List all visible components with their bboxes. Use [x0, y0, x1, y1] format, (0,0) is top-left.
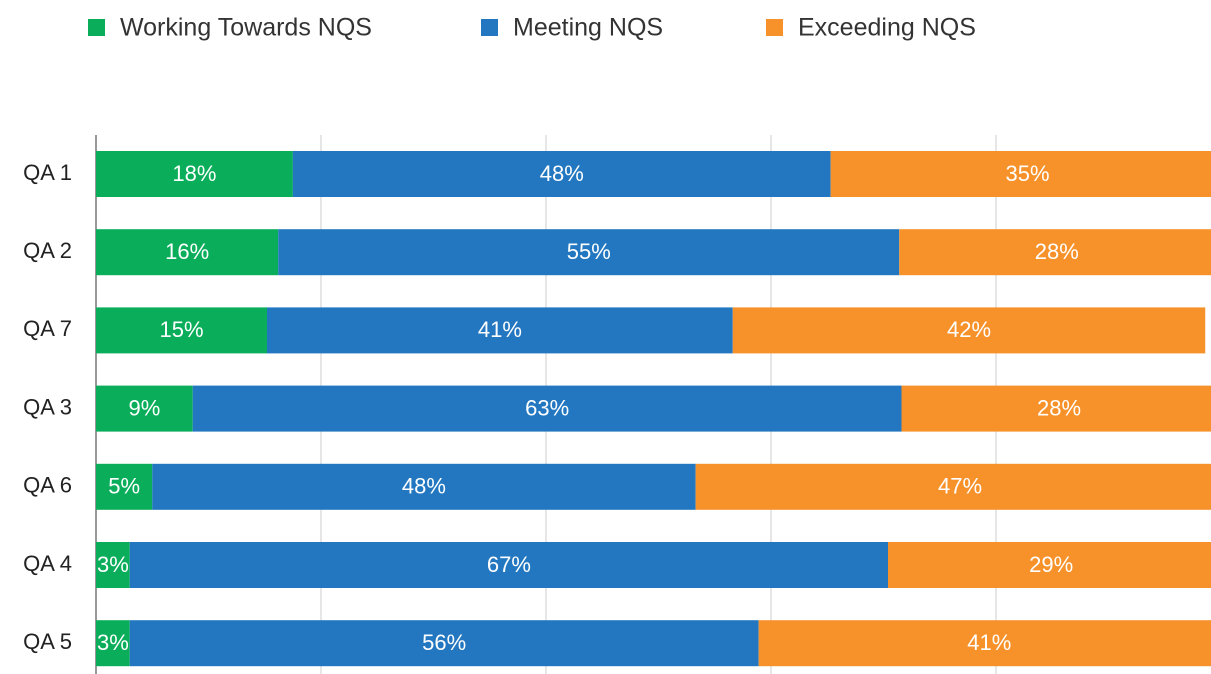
bar-segment [96, 463, 153, 510]
bar-value-label: 67% [487, 552, 531, 577]
bar-segment [888, 542, 1211, 588]
y-tick-label: QA 3 [23, 394, 72, 419]
bar-value-label: 48% [402, 474, 446, 499]
bar-value-label: 16% [165, 239, 209, 264]
bar-segment [695, 463, 1211, 510]
bar-segment [192, 385, 902, 432]
bar-segment [732, 307, 1206, 354]
bar-value-label: 56% [422, 630, 466, 655]
bar-value-label: 3% [97, 552, 129, 577]
bar-segment [278, 229, 900, 276]
y-tick-label: QA 2 [23, 238, 72, 263]
bar-segment [292, 151, 831, 197]
legend-swatch [88, 19, 105, 36]
legend-label: Exceeding NQS [798, 14, 976, 42]
bar-value-label: 18% [172, 161, 216, 186]
bar-segment [96, 542, 130, 588]
y-tick-label: QA 6 [23, 473, 72, 498]
y-tick-label: QA 7 [23, 316, 72, 341]
y-tick-label: QA 5 [23, 629, 72, 654]
bar-value-label: 55% [567, 239, 611, 264]
y-tick-label: QA 1 [23, 160, 72, 185]
bar-segment [96, 307, 267, 354]
bar-segment [830, 151, 1211, 197]
legend-swatch [766, 19, 783, 36]
bar-value-label: 29% [1029, 552, 1073, 577]
y-tick-label: QA 4 [23, 551, 72, 576]
legend-label: Working Towards NQS [120, 14, 372, 42]
legend-swatch [481, 19, 498, 36]
bar-segment [267, 307, 733, 354]
bar-value-label: 63% [525, 395, 569, 420]
bar-value-label: 3% [97, 630, 129, 655]
bar-value-label: 15% [159, 317, 203, 342]
bar-segment [96, 385, 193, 432]
bar-segment [129, 542, 888, 588]
bar-segment [901, 385, 1211, 432]
bar-segment [758, 620, 1211, 667]
bar-value-label: 42% [947, 317, 991, 342]
bar-segment [96, 620, 130, 667]
bar-value-label: 28% [1037, 395, 1081, 420]
bar-segment [152, 463, 696, 510]
bar-value-label: 41% [478, 317, 522, 342]
bar-value-label: 35% [1005, 161, 1049, 186]
bar-segment [129, 620, 759, 667]
bar-value-label: 48% [540, 161, 584, 186]
legend-label: Meeting NQS [513, 14, 663, 42]
bar-segment [96, 229, 279, 276]
bar-value-label: 47% [938, 474, 982, 499]
bar-value-label: 28% [1035, 239, 1079, 264]
bar-value-label: 41% [967, 630, 1011, 655]
bar-segment [96, 151, 293, 197]
bar-value-label: 5% [108, 474, 140, 499]
bar-value-label: 9% [128, 395, 160, 420]
bar-segment [899, 229, 1211, 276]
